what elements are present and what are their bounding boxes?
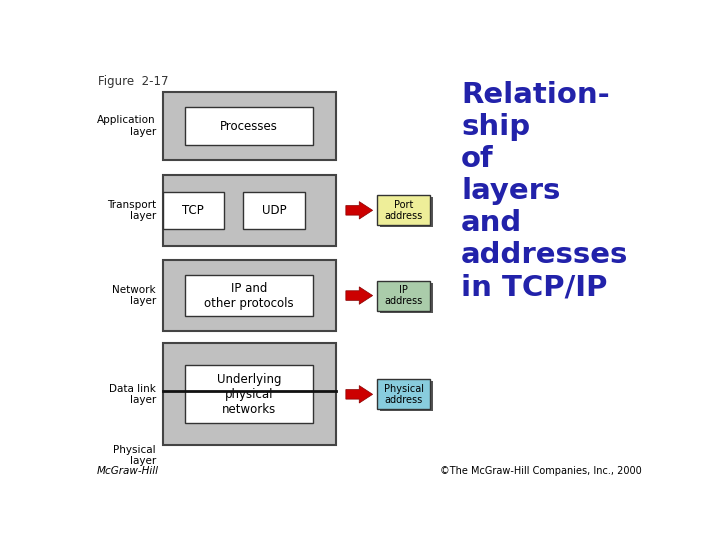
FancyBboxPatch shape — [243, 192, 305, 229]
FancyBboxPatch shape — [163, 192, 224, 229]
Text: TCP: TCP — [182, 204, 204, 217]
FancyBboxPatch shape — [380, 381, 433, 411]
Text: IP and
other protocols: IP and other protocols — [204, 281, 294, 309]
Polygon shape — [346, 386, 373, 403]
Text: Processes: Processes — [220, 120, 278, 133]
FancyBboxPatch shape — [163, 343, 336, 446]
FancyBboxPatch shape — [380, 198, 433, 227]
Text: McGraw-Hill: McGraw-Hill — [96, 465, 158, 476]
FancyBboxPatch shape — [185, 275, 313, 316]
Text: Transport
layer: Transport layer — [107, 200, 156, 221]
Text: Physical
address: Physical address — [384, 383, 424, 405]
FancyBboxPatch shape — [185, 107, 313, 145]
Text: ©The McGraw-Hill Companies, Inc., 2000: ©The McGraw-Hill Companies, Inc., 2000 — [439, 465, 642, 476]
Text: Application
layer: Application layer — [97, 116, 156, 137]
FancyBboxPatch shape — [163, 175, 336, 246]
FancyBboxPatch shape — [377, 195, 431, 225]
FancyBboxPatch shape — [377, 380, 431, 409]
Text: Underlying
physical
networks: Underlying physical networks — [217, 373, 282, 416]
Text: Relation-
ship
of
layers
and
addresses
in TCP/IP: Relation- ship of layers and addresses i… — [461, 82, 629, 301]
FancyBboxPatch shape — [377, 281, 431, 310]
Text: Figure  2-17: Figure 2-17 — [99, 75, 169, 88]
Text: UDP: UDP — [262, 204, 287, 217]
Text: IP
address: IP address — [384, 285, 423, 306]
Text: Port
address: Port address — [384, 200, 423, 221]
FancyBboxPatch shape — [163, 260, 336, 331]
Text: Data link
layer: Data link layer — [109, 383, 156, 405]
Polygon shape — [346, 201, 373, 219]
FancyBboxPatch shape — [163, 92, 336, 160]
Text: Network
layer: Network layer — [112, 285, 156, 306]
Polygon shape — [346, 287, 373, 305]
FancyBboxPatch shape — [185, 365, 313, 423]
Text: Physical
layer: Physical layer — [113, 445, 156, 467]
FancyBboxPatch shape — [380, 282, 433, 313]
